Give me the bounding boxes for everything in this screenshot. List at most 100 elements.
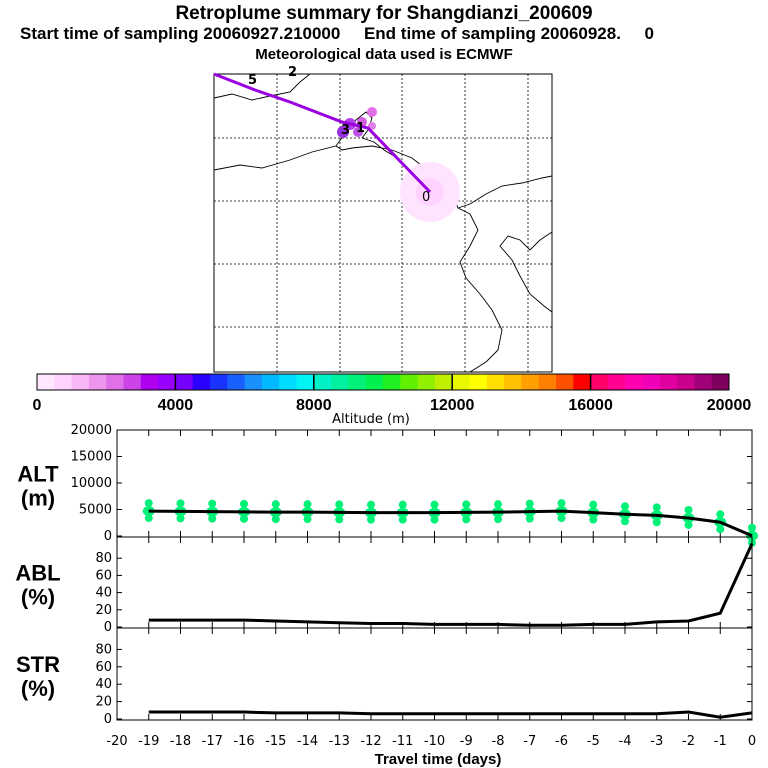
colorbar-swatch: [313, 374, 332, 390]
plume-time-labels: 5 2 3 1 0: [248, 65, 430, 205]
altitude-scatter-point: [367, 515, 375, 524]
colorbar-swatch: [279, 374, 297, 390]
plume-dot: [337, 126, 349, 138]
colorbar-swatch: [556, 374, 574, 390]
altitude-scatter-point: [367, 500, 375, 509]
y-tick-label: 15000: [71, 450, 112, 465]
altitude-scatter-point: [430, 515, 439, 524]
colorbar-swatch: [452, 374, 470, 390]
colorbar-frame: [36, 373, 730, 391]
colorbar-swatch: [192, 374, 211, 390]
x-tick-label: -17: [202, 734, 223, 749]
y-tick-label: 40: [95, 586, 112, 601]
altitude-scatter-point: [208, 514, 217, 523]
plume-dot: [367, 107, 377, 117]
colorbar-swatch: [158, 374, 176, 390]
colorbar-swatch: [244, 374, 263, 390]
colorbar-swatch: [175, 374, 194, 390]
x-tick-label: 0: [748, 734, 756, 749]
altitude-scatter-point: [621, 502, 629, 511]
colorbar-swatch: [521, 374, 540, 390]
timeseries-panels: 05000100001500020000ALT(m)020406080ABL(%…: [15, 423, 758, 727]
panel-abl: 0 20 40 60 80 ABL(%): [15, 536, 754, 635]
altitude-scatter-point: [525, 499, 534, 508]
altitude-scatter-point: [652, 503, 661, 512]
colorbar-swatch: [434, 374, 453, 390]
colorbar-tick-label: 0: [33, 397, 42, 414]
altitude-scatter-point: [144, 499, 153, 508]
x-tick-label: -6: [555, 734, 568, 749]
panel-frame: [116, 627, 753, 721]
met-data-source: Meteorological data used is ECMWF: [255, 46, 513, 63]
map-label-day2: 2: [288, 65, 297, 80]
y-tick-label: 80: [95, 551, 112, 566]
map-grid: [214, 74, 552, 372]
x-tick-label: -13: [329, 734, 350, 749]
x-axis-ticks: -20 -19 -18 -17 -16 -15 -14 -13 -12 -11 -10 -9 -8 -7-…: [106, 734, 756, 749]
map-panel: 5 2 3 1 0: [213, 65, 553, 373]
colorbar-swatch: [140, 374, 159, 390]
altitude-scatter-point: [142, 506, 155, 517]
altitude-scatter-point: [398, 500, 407, 509]
x-tick-label: -11: [392, 734, 413, 749]
colorbar-swatch: [625, 374, 643, 390]
colorbar-swatch: [642, 374, 661, 390]
altitude-scatter-point: [557, 499, 566, 508]
x-tick-label: -19: [138, 734, 159, 749]
y-tick-label: 0: [104, 620, 112, 635]
panel-alt: 0 5000 10000 15000 20000 ALT(m): [17, 423, 758, 547]
altitude-scatter-point: [684, 505, 693, 514]
colorbar-swatch: [677, 374, 695, 390]
altitude-scatter-point: [271, 500, 280, 509]
colorbar-swatch: [106, 374, 124, 390]
x-tick-label: -20: [106, 734, 127, 749]
x-tick-label: -3: [650, 734, 663, 749]
altitude-scatter-point: [557, 514, 566, 523]
y-tick-label: 0: [104, 529, 112, 544]
sampling-times: Start time of sampling 20060927.210000 E…: [20, 24, 655, 43]
plume-dot: [353, 127, 363, 137]
colorbar-swatch: [296, 374, 315, 390]
y-tick-label: 10000: [71, 476, 112, 491]
colorbar-swatch: [400, 374, 419, 390]
altitude-scatter-point: [303, 500, 312, 509]
altitude-scatter-point: [335, 500, 344, 509]
x-tick-label: -2: [682, 734, 695, 749]
colorbar-swatch: [261, 374, 280, 390]
colorbar-swatch: [607, 374, 626, 390]
colorbar-swatch: [538, 374, 557, 390]
altitude-scatter-point: [176, 514, 185, 523]
colorbar-tick-label: 4000: [158, 397, 194, 414]
y-tick-label: 60: [95, 568, 112, 583]
altitude-scatter-point: [462, 515, 471, 524]
y-tick-label: 40: [95, 677, 112, 692]
panel-unit: (%): [21, 585, 55, 610]
colorbar-swatch: [365, 374, 384, 390]
altitude-scatter-point: [589, 500, 598, 509]
altitude-scatter-point: [240, 499, 248, 508]
altitude-scatter-point: [271, 515, 280, 524]
series-line-str: [148, 710, 753, 719]
map-label-day0: 0: [422, 190, 430, 205]
colorbar-swatch: [469, 374, 488, 390]
x-tick-label: -4: [619, 734, 632, 749]
altitude-scatter-point: [621, 517, 629, 526]
panel-unit: (m): [21, 486, 55, 511]
colorbar-swatch: [88, 374, 107, 390]
y-tick-label: 60: [95, 660, 112, 675]
series-line-alt: [148, 509, 753, 538]
colorbar-swatch: [210, 374, 228, 390]
altitude-scatter-point: [589, 515, 598, 524]
y-tick-label: 5000: [79, 503, 112, 518]
colorbar-swatch: [659, 374, 678, 390]
colorbar-swatch: [123, 374, 142, 390]
series-line-abl: [148, 542, 754, 627]
altitude-scatter-point: [176, 499, 185, 508]
colorbar-swatch: [227, 374, 246, 390]
colorbar-swatch: [71, 374, 90, 390]
colorbar-swatch: [694, 374, 713, 390]
colorbar-swatch: [331, 374, 349, 390]
colorbar-tick-label: 8000: [296, 397, 332, 414]
colorbar-label: Altitude (m): [332, 412, 410, 427]
